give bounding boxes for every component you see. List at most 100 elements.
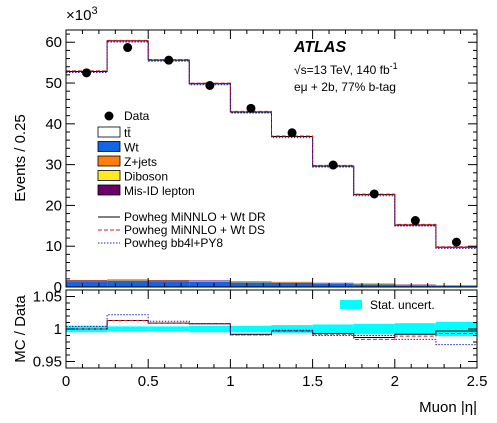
data-point-7	[369, 189, 379, 199]
stat-uncertainty-band	[66, 321, 477, 337]
stack-bar-misid-7	[353, 283, 395, 285]
data-point-1	[123, 43, 133, 53]
stack-bar-ttbar-5	[271, 136, 313, 282]
stack-bar-wt-3	[189, 281, 231, 287]
stack-bar-ttbar-2	[148, 60, 190, 280]
stat-band-bin-1	[107, 326, 149, 332]
data-point-2	[164, 55, 174, 65]
ratio-y-axis: 0.95 1 1.05	[33, 289, 477, 371]
x-axis-title: Muon |η|	[419, 399, 477, 416]
prediction-lines-layer	[66, 39, 477, 249]
stack-bar-ttbar-8	[394, 225, 436, 285]
ratio-line-bb4l	[66, 314, 477, 346]
stat-band-bin-8	[394, 323, 436, 335]
selection-label: eμ + 2b, 77% b-tag	[294, 80, 396, 94]
legend-label-zjets: Z+jets	[124, 155, 157, 169]
stat-band-bin-6	[312, 324, 354, 334]
stack-bar-diboson-4	[230, 281, 272, 283]
main-x-ticks	[65, 30, 478, 287]
ratio-lines-layer	[66, 314, 477, 346]
data-point-8	[410, 216, 420, 226]
main-y-tick-label-1: 10	[45, 238, 62, 255]
stack-bar-ttbar-4	[230, 111, 272, 282]
ratio-x-tick-label-5: 2.5	[467, 373, 488, 390]
atlas-label: ATLAS	[293, 39, 346, 56]
stack-bar-wt-2	[148, 280, 190, 287]
main-y-axis-title: Events / 0.25	[12, 114, 29, 202]
legend-label-ttbar: tt̄	[124, 126, 131, 140]
stack-bar-diboson-7	[353, 283, 395, 285]
data-points-layer	[82, 43, 461, 247]
main-y-tick-label-0: 0	[54, 279, 62, 296]
data-point-3	[205, 80, 215, 90]
main-y-tick-label-2: 20	[45, 197, 62, 214]
stack-bar-wt-4	[230, 282, 272, 287]
stack-bar-misid-6	[312, 282, 354, 284]
ratio-y-tick-label-2: 1.05	[33, 289, 62, 306]
stack-bar-ttbar-9	[435, 247, 477, 286]
legend-swatch-diboson	[97, 170, 121, 181]
ratio-y-tick-label-1: 1	[54, 321, 62, 338]
stat-band-bin-9	[435, 321, 477, 337]
stack-bar-misid-5	[271, 281, 313, 283]
stack-bar-ttbar-6	[312, 166, 354, 283]
stat-band-bin-5	[271, 325, 313, 333]
ratio-x-tick-label-4: 2	[391, 373, 399, 390]
stat-uncert-legend-label: Stat. uncert.	[370, 298, 435, 312]
stack-bar-wt-5	[271, 282, 313, 287]
stat-band-bin-3	[189, 325, 231, 333]
legend-label-wt: Wt	[124, 141, 139, 155]
stack-bar-wt-0	[66, 280, 108, 287]
stack-bar-wt-8	[394, 284, 436, 287]
energy-lumi-label: √s=13 TeV, 140 fb-1	[294, 61, 398, 77]
stack-bar-diboson-3	[189, 281, 231, 282]
legend-data-marker	[104, 111, 114, 121]
stack-bar-misid-0	[66, 279, 108, 281]
stack-bar-misid-2	[148, 279, 190, 281]
stack-bar-diboson-5	[271, 282, 313, 283]
stack-bar-diboson-2	[148, 280, 190, 282]
ratio-x-tick-label-2: 1	[226, 373, 234, 390]
stack-histogram-layer	[66, 40, 477, 287]
ratio-x-tick-label-1: 0.5	[138, 373, 159, 390]
stack-bar-misid-3	[189, 280, 231, 282]
ratio-y-axis-title: MC / Data	[12, 295, 29, 363]
data-point-9	[451, 237, 461, 247]
main-y-tick-label-3: 30	[45, 157, 62, 174]
stack-bar-misid-4	[230, 281, 272, 282]
stack-bar-diboson-6	[312, 283, 354, 284]
stack-bar-diboson-1	[107, 280, 149, 281]
main-y-tick-label-4: 40	[45, 116, 62, 133]
stack-bar-misid-8	[394, 284, 436, 286]
stack-bar-ttbar-7	[353, 194, 395, 284]
data-point-5	[287, 128, 297, 138]
main-line-bb4l	[66, 41, 477, 249]
data-point-4	[246, 103, 256, 113]
stack-bar-ttbar-3	[189, 83, 231, 281]
stack-bar-misid-9	[435, 285, 477, 286]
data-point-6	[328, 160, 338, 170]
legend-swatch-zjets	[97, 155, 121, 167]
ratio-x-tick-label-0: 0	[62, 373, 70, 390]
legend-label-line-bb4l: Powheg bb4l+PY8	[124, 236, 223, 250]
legend-swatch-misid	[97, 184, 121, 196]
legend-label-line-dr: Powheg MiNNLO + Wt DR	[124, 210, 266, 224]
legend-label-misid: Mis-ID lepton	[124, 184, 195, 198]
stack-bar-wt-7	[353, 284, 395, 287]
stat-band-bin-4	[230, 325, 272, 333]
main-y-axis: 0 10 20 30 40 50 60	[45, 33, 477, 296]
stat-band-bin-2	[148, 326, 190, 332]
main-plot-frame	[65, 29, 478, 288]
stack-bar-diboson-0	[66, 280, 108, 282]
stat-band-bin-7	[353, 323, 395, 335]
ratio-y-tick-label-0: 0.95	[33, 354, 62, 371]
ratio-x-axis: 0 0.5 1 1.5 2 2.5	[62, 290, 488, 390]
main-y-tick-label-6: 60	[45, 34, 62, 51]
stat-uncert-legend-swatch	[340, 300, 362, 309]
legend-label-line-ds: Powheg MiNNLO + Wt DS	[124, 223, 265, 237]
y-scale-factor: ×103	[66, 5, 98, 24]
ratio-x-tick-label-3: 1.5	[302, 373, 323, 390]
main-y-tick-label-5: 50	[45, 75, 62, 92]
